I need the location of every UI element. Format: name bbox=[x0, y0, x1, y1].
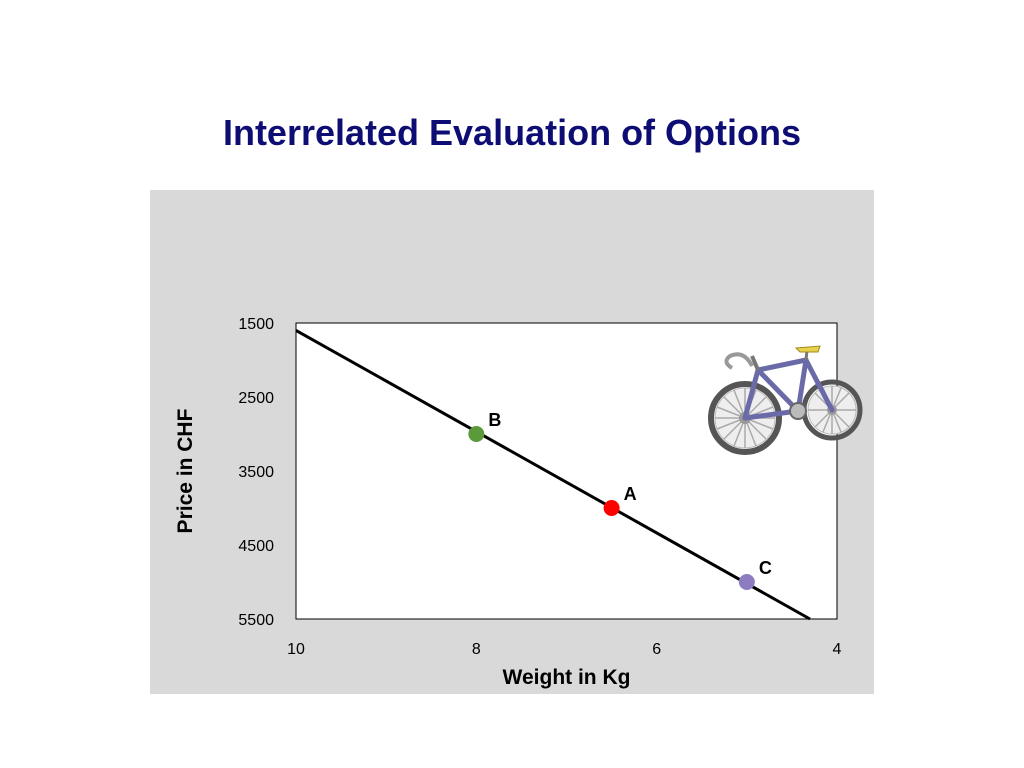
chart-panel: 1500 2500 3500 4500 5500 10 8 6 4 Price in CHF … bbox=[150, 190, 874, 694]
slide-title: Interrelated Evaluation of Options bbox=[222, 112, 802, 153]
data-point-b bbox=[468, 426, 485, 442]
data-point-label: B bbox=[488, 410, 501, 430]
bicycle-chainring bbox=[789, 402, 807, 420]
x-tick-label: 6 bbox=[652, 641, 661, 658]
plot-area bbox=[295, 322, 838, 620]
x-tick-label: 10 bbox=[287, 641, 305, 658]
y-axis-title: Price in CHF bbox=[174, 408, 197, 533]
data-point-c bbox=[738, 574, 755, 590]
y-tick-label: 2500 bbox=[238, 390, 274, 407]
x-axis-ticks: 10 8 6 4 bbox=[287, 641, 841, 658]
x-axis-title: Weight in Kg bbox=[503, 666, 631, 689]
y-tick-label: 1500 bbox=[238, 316, 274, 333]
y-tick-label: 4500 bbox=[238, 538, 274, 555]
data-point-label: C bbox=[759, 558, 772, 578]
y-tick-label: 3500 bbox=[238, 464, 274, 481]
data-point-a bbox=[603, 500, 620, 516]
data-point-label: A bbox=[624, 484, 637, 504]
y-axis-ticks: 1500 2500 3500 4500 5500 bbox=[238, 316, 274, 629]
bicycle-handlebar bbox=[724, 352, 760, 371]
bicycle-seat bbox=[794, 345, 821, 361]
data-points: A B C bbox=[468, 410, 772, 590]
y-tick-label: 5500 bbox=[238, 612, 274, 629]
x-tick-label: 8 bbox=[472, 641, 481, 658]
trend-line bbox=[295, 329, 811, 621]
bicycle-icon bbox=[708, 345, 863, 455]
x-tick-label: 4 bbox=[833, 641, 842, 658]
